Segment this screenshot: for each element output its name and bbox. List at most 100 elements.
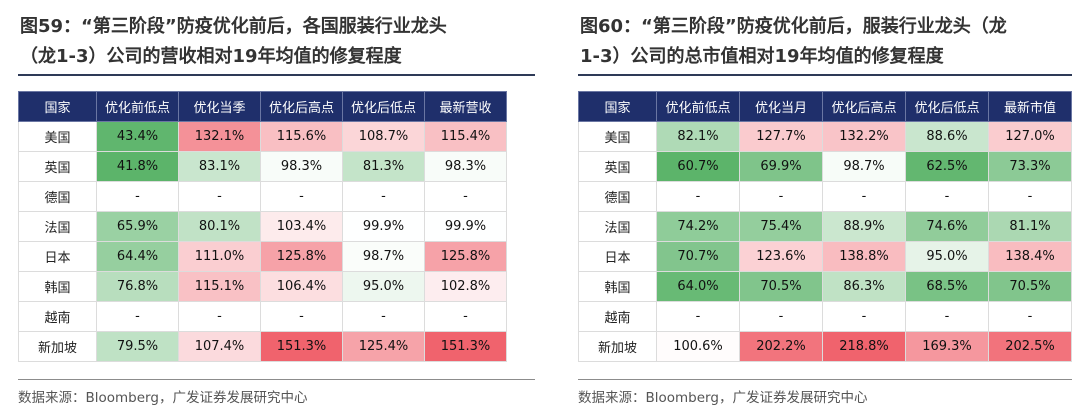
column-header: 最新营收 [424, 91, 507, 122]
value-cell: 70.7% [656, 241, 740, 272]
value-cell: 125.8% [260, 241, 343, 272]
table-row: 法国 74.2% 75.4% 88.9% 74.6% 81.1% [578, 211, 1072, 242]
value-cell: 64.4% [96, 241, 179, 272]
table-row: 新加坡 79.5% 107.4% 151.3% 125.4% 151.3% [18, 331, 507, 362]
value-cell: - [822, 181, 906, 212]
value-cell: - [656, 181, 740, 212]
table-body: 美国 82.1% 127.7% 132.2% 88.6% 127.0% 英国 60.7% 69.… [578, 121, 1072, 362]
value-cell: 125.4% [342, 331, 425, 362]
value-cell: - [905, 181, 989, 212]
value-cell: 100.6% [656, 331, 740, 362]
value-cell: 98.3% [260, 151, 343, 182]
value-cell: 202.5% [988, 331, 1072, 362]
value-cell: 107.4% [178, 331, 261, 362]
figure-59-title: 图59：“第三阶段”防疫优化前后，各国服装行业龙头 （龙1-3）公司的营收相对1… [20, 12, 535, 72]
country-cell: 法国 [578, 211, 657, 242]
table-row: 日本 70.7% 123.6% 138.8% 95.0% 138.4% [578, 241, 1072, 272]
value-cell: 125.8% [424, 241, 507, 272]
country-cell: 新加坡 [18, 331, 97, 362]
value-cell: 127.7% [739, 121, 823, 152]
value-cell: 79.5% [96, 331, 179, 362]
country-cell: 英国 [578, 151, 657, 182]
table-row: 日本 64.4% 111.0% 125.8% 98.7% 125.8% [18, 241, 507, 272]
figure-60-source-rule [578, 379, 1072, 380]
figure-60-source: 数据来源：Bloomberg，广发证券发展研究中心 [578, 390, 868, 406]
header-row: 国家 优化前低点 优化当月 优化后高点 优化后低点 最新市值 [578, 91, 1072, 122]
value-cell: 83.1% [178, 151, 261, 182]
value-cell: - [905, 301, 989, 332]
value-cell: 95.0% [905, 241, 989, 272]
value-cell: - [260, 301, 343, 332]
figure-59-title-line-1: 图59：“第三阶段”防疫优化前后，各国服装行业龙头 [20, 16, 447, 37]
value-cell: 99.9% [424, 211, 507, 242]
column-header: 最新市值 [988, 91, 1072, 122]
figure-59-source: 数据来源：Bloomberg，广发证券发展研究中心 [18, 390, 308, 406]
value-cell: - [260, 181, 343, 212]
figure-60-title-rule [578, 74, 1072, 76]
value-cell: 202.2% [739, 331, 823, 362]
value-cell: 103.4% [260, 211, 343, 242]
column-header-country: 国家 [578, 91, 657, 122]
table-row: 德国 - - - - - [18, 181, 507, 212]
value-cell: 106.4% [260, 271, 343, 302]
country-cell: 越南 [578, 301, 657, 332]
value-cell: 108.7% [342, 121, 425, 152]
figure-60-table: 国家 优化前低点 优化当月 优化后高点 优化后低点 最新市值 美国 82.1% 127.7% 1… [578, 91, 1072, 362]
value-cell: - [96, 301, 179, 332]
country-cell: 德国 [18, 181, 97, 212]
country-cell: 德国 [578, 181, 657, 212]
value-cell: - [656, 301, 740, 332]
value-cell: 169.3% [905, 331, 989, 362]
table-row: 新加坡 100.6% 202.2% 218.8% 169.3% 202.5% [578, 331, 1072, 362]
value-cell: 60.7% [656, 151, 740, 182]
value-cell: - [424, 301, 507, 332]
value-cell: 73.3% [988, 151, 1072, 182]
value-cell: - [178, 301, 261, 332]
figure-59-title-rule [18, 74, 535, 76]
country-cell: 英国 [18, 151, 97, 182]
country-cell: 美国 [18, 121, 97, 152]
value-cell: 65.9% [96, 211, 179, 242]
value-cell: 74.6% [905, 211, 989, 242]
table-row: 美国 43.4% 132.1% 115.6% 108.7% 115.4% [18, 121, 507, 152]
table-row: 英国 41.8% 83.1% 98.3% 81.3% 98.3% [18, 151, 507, 182]
country-cell: 法国 [18, 211, 97, 242]
value-cell: 76.8% [96, 271, 179, 302]
column-header: 优化当季 [178, 91, 261, 122]
figure-59-source-rule [18, 379, 535, 380]
value-cell: - [342, 301, 425, 332]
value-cell: 74.2% [656, 211, 740, 242]
table-row: 韩国 76.8% 115.1% 106.4% 95.0% 102.8% [18, 271, 507, 302]
value-cell: 102.8% [424, 271, 507, 302]
column-header: 优化前低点 [96, 91, 179, 122]
value-cell: 88.9% [822, 211, 906, 242]
table-row: 美国 82.1% 127.7% 132.2% 88.6% 127.0% [578, 121, 1072, 152]
country-cell: 美国 [578, 121, 657, 152]
table-body: 美国 43.4% 132.1% 115.6% 108.7% 115.4% 英国 41.8% 83… [18, 121, 507, 362]
figure-60-title-line-1: 图60：“第三阶段”防疫优化前后，服装行业龙头（龙 [580, 16, 1007, 37]
column-header: 优化后高点 [822, 91, 906, 122]
value-cell: 98.7% [822, 151, 906, 182]
table-row: 越南 - - - - - [578, 301, 1072, 332]
column-header: 优化当月 [739, 91, 823, 122]
value-cell: - [739, 181, 823, 212]
column-header: 优化后低点 [342, 91, 425, 122]
value-cell: 132.1% [178, 121, 261, 152]
country-cell: 越南 [18, 301, 97, 332]
value-cell: 115.4% [424, 121, 507, 152]
value-cell: 88.6% [905, 121, 989, 152]
value-cell: 151.3% [424, 331, 507, 362]
value-cell: 138.4% [988, 241, 1072, 272]
value-cell: 86.3% [822, 271, 906, 302]
table-header: 国家 优化前低点 优化当季 优化后高点 优化后低点 最新营收 [18, 91, 507, 122]
value-cell: 127.0% [988, 121, 1072, 152]
value-cell: 218.8% [822, 331, 906, 362]
figure-59-table: 国家 优化前低点 优化当季 优化后高点 优化后低点 最新营收 美国 43.4% 132.1% 1… [18, 91, 507, 362]
value-cell: 81.1% [988, 211, 1072, 242]
value-cell: 81.3% [342, 151, 425, 182]
value-cell: - [988, 301, 1072, 332]
column-header: 优化后低点 [905, 91, 989, 122]
value-cell: 69.9% [739, 151, 823, 182]
value-cell: 75.4% [739, 211, 823, 242]
value-cell: 99.9% [342, 211, 425, 242]
